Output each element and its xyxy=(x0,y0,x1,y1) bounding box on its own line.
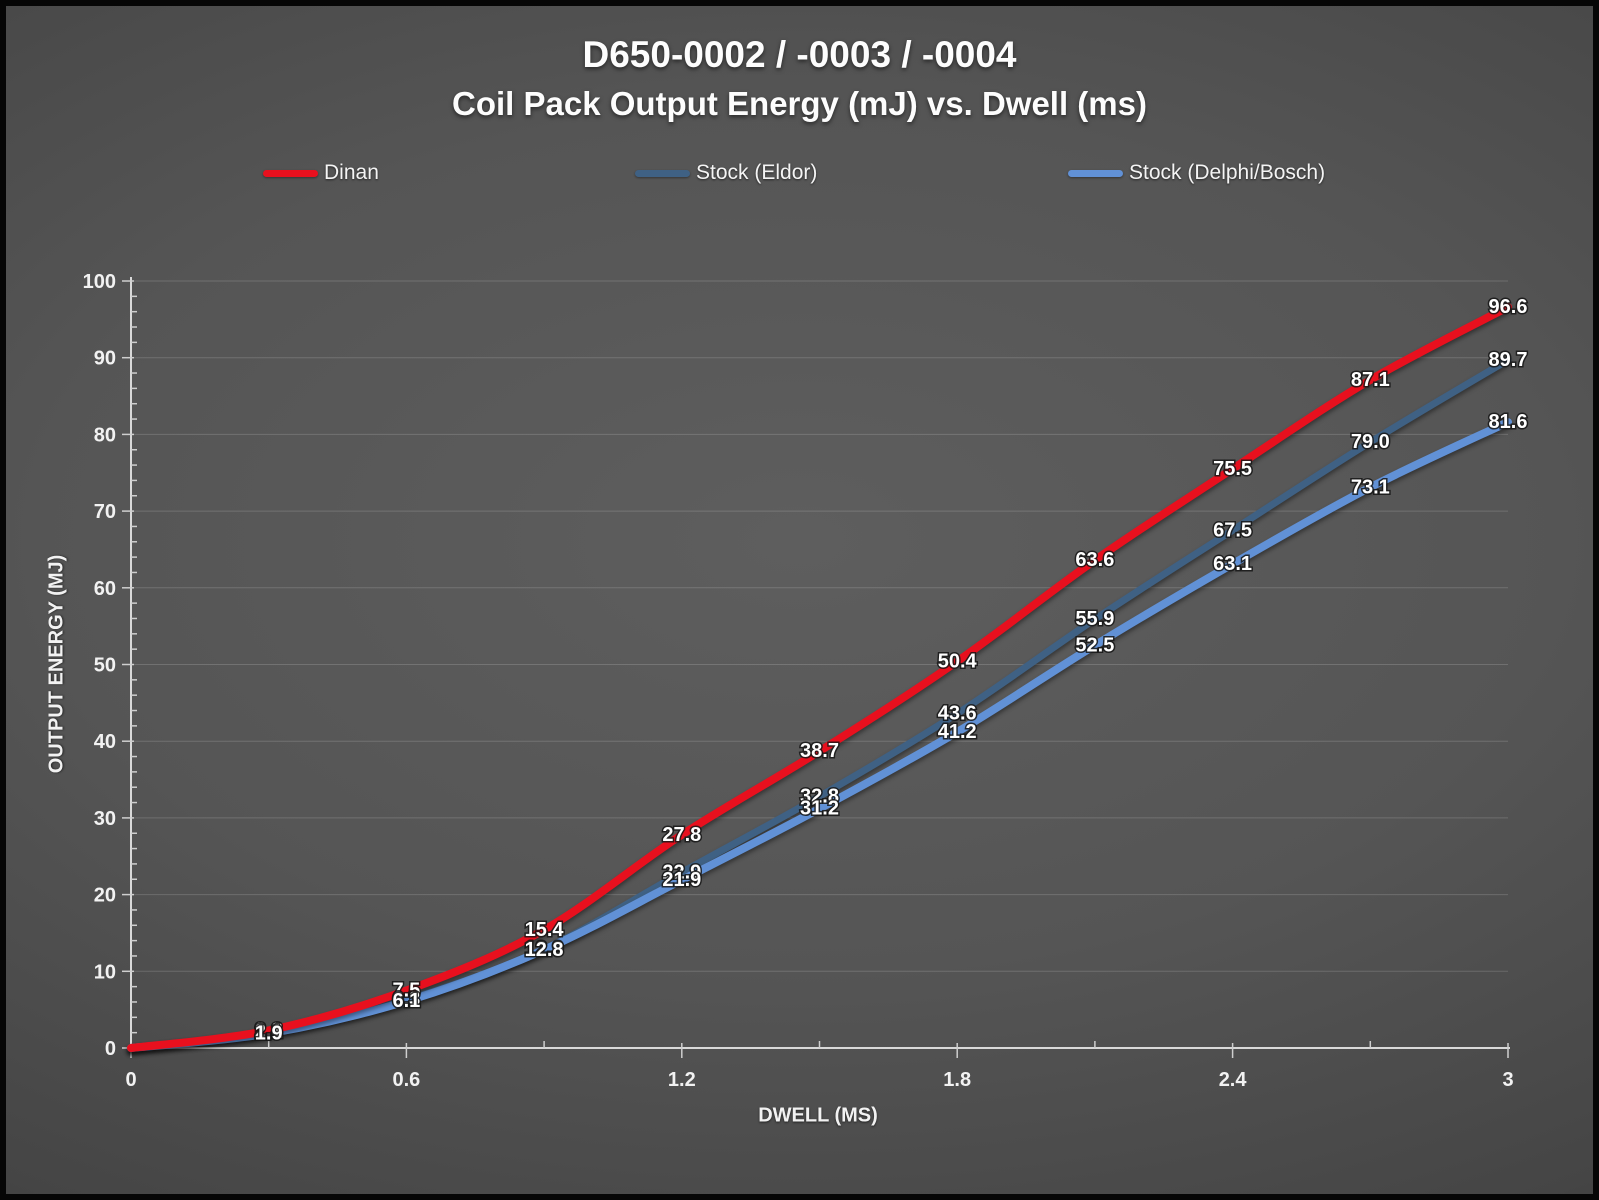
legend-swatch-stock-eldor xyxy=(635,169,690,177)
data-label: 27.8 xyxy=(662,824,701,846)
legend-item-stock-eldor: Stock (Eldor) xyxy=(635,160,817,186)
series-line-dinan xyxy=(127,303,1512,1052)
y-tick-label-90: 90 xyxy=(94,348,116,370)
data-label: 41.2 xyxy=(938,721,977,743)
y-tick-label-50: 50 xyxy=(94,655,116,677)
x-tick-label-3: 3 xyxy=(1502,1069,1513,1091)
chart-title-line1: D650-0002 / -0003 / -0004 xyxy=(582,34,1017,75)
y-tick-label-0: 0 xyxy=(105,1038,116,1060)
data-label: 55.9 xyxy=(1075,608,1114,630)
data-label: 2.1 xyxy=(255,1021,283,1043)
data-label: 52.5 xyxy=(1075,634,1114,656)
y-tick-label-30: 30 xyxy=(94,808,116,830)
y-tick-label-80: 80 xyxy=(94,424,116,446)
legend-swatch-dinan xyxy=(263,169,318,177)
tick-labels: 0 10 20 30 40 50 60 70 80 90 100 0 0.6 1.2 1.8 2.4 3 xyxy=(83,271,1514,1091)
legend-label-dinan: Dinan xyxy=(324,161,379,184)
data-label: 38.7 xyxy=(800,740,839,762)
y-tick-label-60: 60 xyxy=(94,578,116,600)
x-tick-label-0: 0 xyxy=(125,1069,136,1091)
series-line-stock-delphi-bosch xyxy=(127,418,1512,1052)
data-label: 43.6 xyxy=(938,703,977,725)
y-tick-label-100: 100 xyxy=(83,271,116,293)
legend-swatch-stock-delphi-bosch xyxy=(1068,169,1123,177)
legend-item-stock-delphi-bosch: Stock (Delphi/Bosch) xyxy=(1068,160,1325,186)
x-tick-label-1.2: 1.2 xyxy=(668,1069,696,1091)
data-label: 87.1 xyxy=(1351,369,1390,391)
data-label: 31.2 xyxy=(800,798,839,820)
chart-legend: Dinan Stock (Eldor) Stock (Delphi/Bosch) xyxy=(0,160,1599,186)
legend-item-dinan: Dinan xyxy=(263,160,379,186)
data-label: 15.4 xyxy=(525,919,565,941)
x-tick-label-2.4: 2.4 xyxy=(1219,1069,1248,1091)
data-label: 81.6 xyxy=(1489,411,1528,433)
chart-title-line2: Coil Pack Output Energy (mJ) vs. Dwell (… xyxy=(452,85,1147,122)
axes xyxy=(129,277,1510,1049)
data-label: 12.9 xyxy=(525,938,564,960)
data-label: 50.4 xyxy=(938,650,978,672)
data-label: 79.0 xyxy=(1351,431,1390,453)
data-label: 6.1 xyxy=(392,990,420,1012)
y-tick-label-40: 40 xyxy=(94,731,116,753)
data-label: 67.5 xyxy=(1213,519,1252,541)
data-label: 63.6 xyxy=(1075,549,1114,571)
data-label: 89.7 xyxy=(1489,349,1528,371)
y-tick-label-20: 20 xyxy=(94,885,116,907)
x-tick-label-0.6: 0.6 xyxy=(392,1069,420,1091)
data-label: 21.9 xyxy=(662,869,701,891)
data-label: 12.8 xyxy=(525,939,564,961)
data-labels: 2.3 7.5 15.4 27.8 38.7 50.4 63.6 75.5 87.1 96.6 2.… xyxy=(253,295,1529,1046)
data-label: 63.1 xyxy=(1213,553,1252,575)
gridlines xyxy=(131,280,1508,972)
chart-title-block: D650-0002 / -0003 / -0004 Coil Pack Outp… xyxy=(0,34,1599,123)
x-axis-title: DWELL (MS) xyxy=(758,1104,878,1127)
ticks xyxy=(122,280,1509,1058)
y-tick-label-10: 10 xyxy=(94,961,116,983)
legend-label-stock-eldor: Stock (Eldor) xyxy=(696,161,818,184)
data-label: 7.5 xyxy=(392,979,420,1001)
data-label: 6.3 xyxy=(392,989,420,1011)
data-label: 32.8 xyxy=(800,785,839,807)
data-label: 2.3 xyxy=(255,1019,283,1041)
y-axis-title: OUTPUT ENERGY (MJ) xyxy=(45,554,68,774)
legend-label-stock-delphi-bosch: Stock (Delphi/Bosch) xyxy=(1129,161,1326,184)
series-lines xyxy=(127,303,1512,1052)
x-tick-label-1.8: 1.8 xyxy=(943,1069,971,1091)
data-label: 96.6 xyxy=(1489,296,1528,318)
data-label: 22.9 xyxy=(662,861,701,883)
series-line-stock-eldor xyxy=(127,356,1512,1052)
data-label: 75.5 xyxy=(1213,458,1252,480)
data-label: 1.9 xyxy=(255,1022,283,1044)
data-label: 73.1 xyxy=(1351,476,1390,498)
y-tick-label-70: 70 xyxy=(94,501,116,523)
